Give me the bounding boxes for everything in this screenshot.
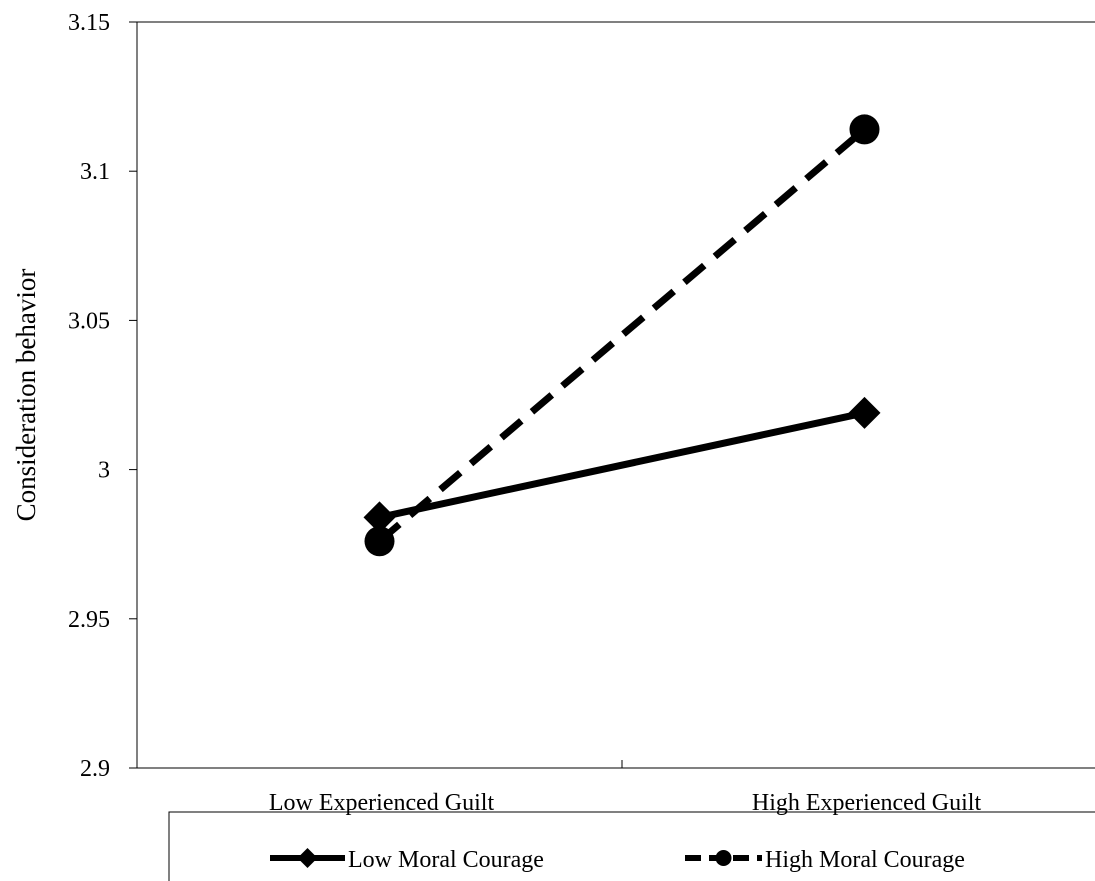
series-high-moral-courage [364,114,880,557]
y-axis-title: Consideration behavior [11,269,41,522]
y-tick-label: 3.15 [68,10,110,36]
y-ticks: 2.9 2.95 3 3.05 3.1 3.15 [68,10,137,782]
legend-marker [715,850,732,866]
legend-box [168,811,1095,881]
diamond-marker [363,501,396,534]
plot-frame [136,21,1095,769]
circle-marker [364,526,395,557]
legend: Low Moral Courage High Moral Courage [168,811,1095,881]
diamond-marker [848,396,881,429]
y-tick-label: 3 [98,458,110,484]
circle-marker [849,114,880,145]
y-tick-label: 3.05 [68,308,110,334]
legend-marker [297,848,318,868]
series-layer [363,114,881,557]
legend-label: Low Moral Courage [348,847,544,873]
legend-label: High Moral Courage [765,847,965,873]
y-tick-label: 2.9 [80,756,110,782]
series-low-moral-courage [363,396,881,534]
series-line [378,409,866,521]
y-tick-label: 2.95 [68,607,110,633]
series-line [377,126,867,544]
y-tick-label: 3.1 [80,159,110,185]
